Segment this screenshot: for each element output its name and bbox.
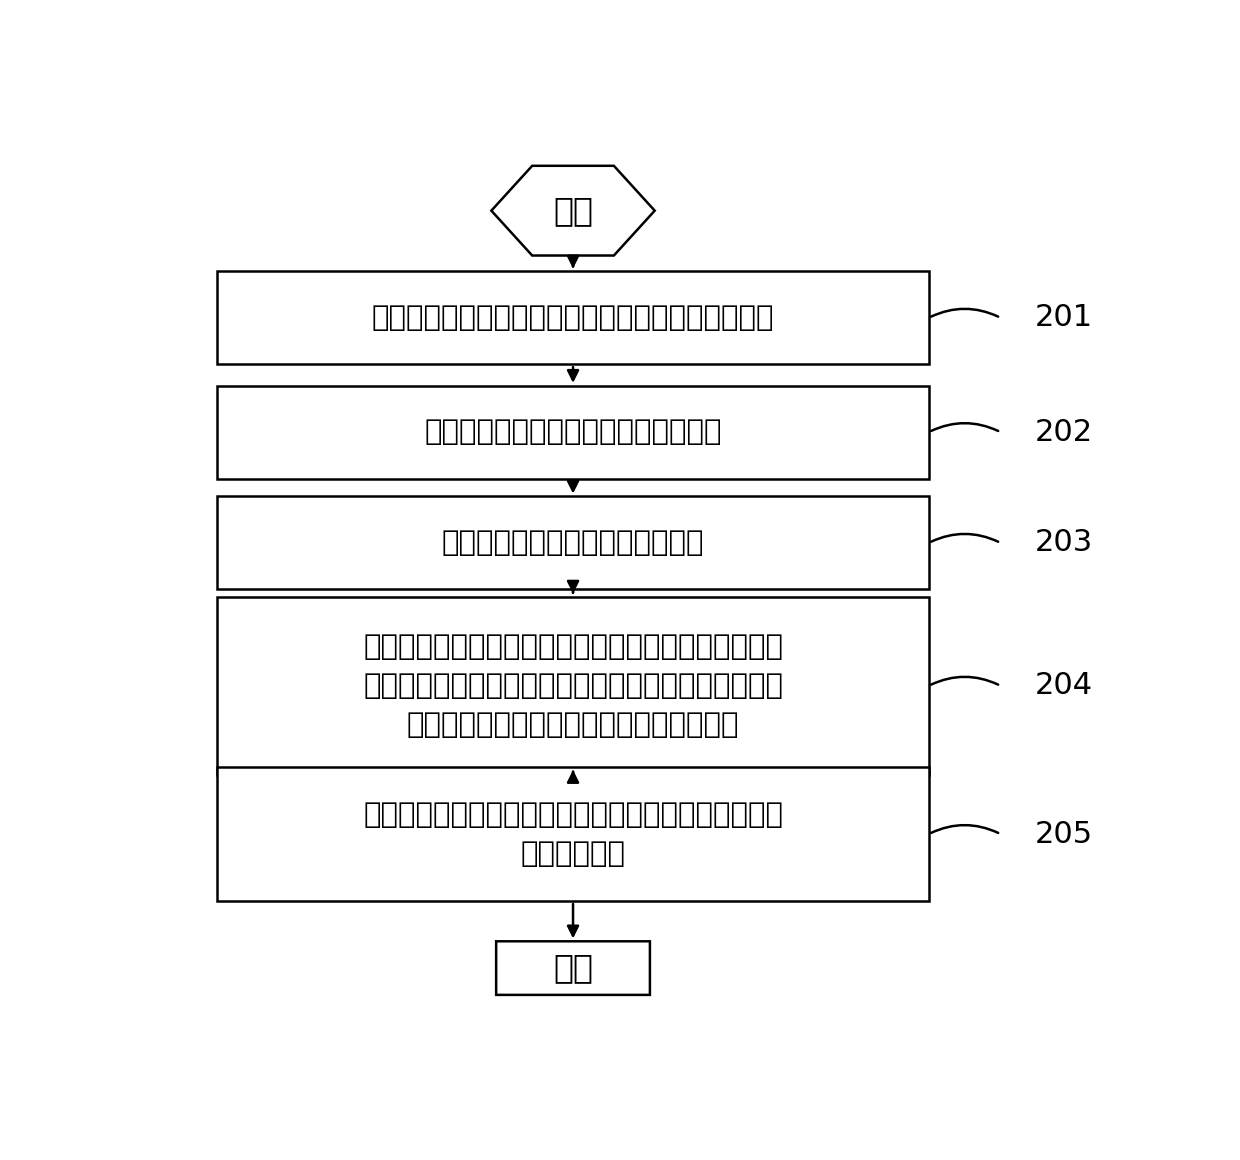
- Text: 203: 203: [1034, 529, 1092, 558]
- FancyBboxPatch shape: [496, 941, 650, 995]
- Text: 配置至少一个目标波束组对应的测量参数和上报参数: 配置至少一个目标波束组对应的测量参数和上报参数: [372, 304, 774, 332]
- Text: 204: 204: [1034, 672, 1092, 701]
- FancyBboxPatch shape: [217, 596, 929, 775]
- Polygon shape: [491, 166, 655, 255]
- FancyBboxPatch shape: [217, 496, 929, 589]
- Text: 结束: 结束: [553, 951, 593, 985]
- Text: 判断是否满足预设的波束测量条件: 判断是否满足预设的波束测量条件: [441, 529, 704, 557]
- Text: 将测量参数和上报参数发送至移动终端: 将测量参数和上报参数发送至移动终端: [424, 418, 722, 447]
- Text: 202: 202: [1034, 418, 1092, 447]
- Text: 201: 201: [1034, 304, 1092, 333]
- FancyBboxPatch shape: [217, 767, 929, 901]
- Text: 接收移动终端根据上报参数对测量结果进行波束上报的
测量报告数据: 接收移动终端根据上报参数对测量结果进行波束上报的 测量报告数据: [363, 800, 782, 868]
- Text: 205: 205: [1034, 820, 1092, 849]
- Text: 开始: 开始: [553, 194, 593, 227]
- FancyBboxPatch shape: [217, 271, 929, 364]
- Text: 当满足预设的波束测量条件时，将波束测量的测量周期
参数和各目标波束组的波束对应的参考信号资源，发送
至各目标波束组内的波束对应的网络侧设备: 当满足预设的波束测量条件时，将波束测量的测量周期 参数和各目标波束组的波束对应的…: [363, 633, 782, 739]
- FancyBboxPatch shape: [217, 386, 929, 479]
